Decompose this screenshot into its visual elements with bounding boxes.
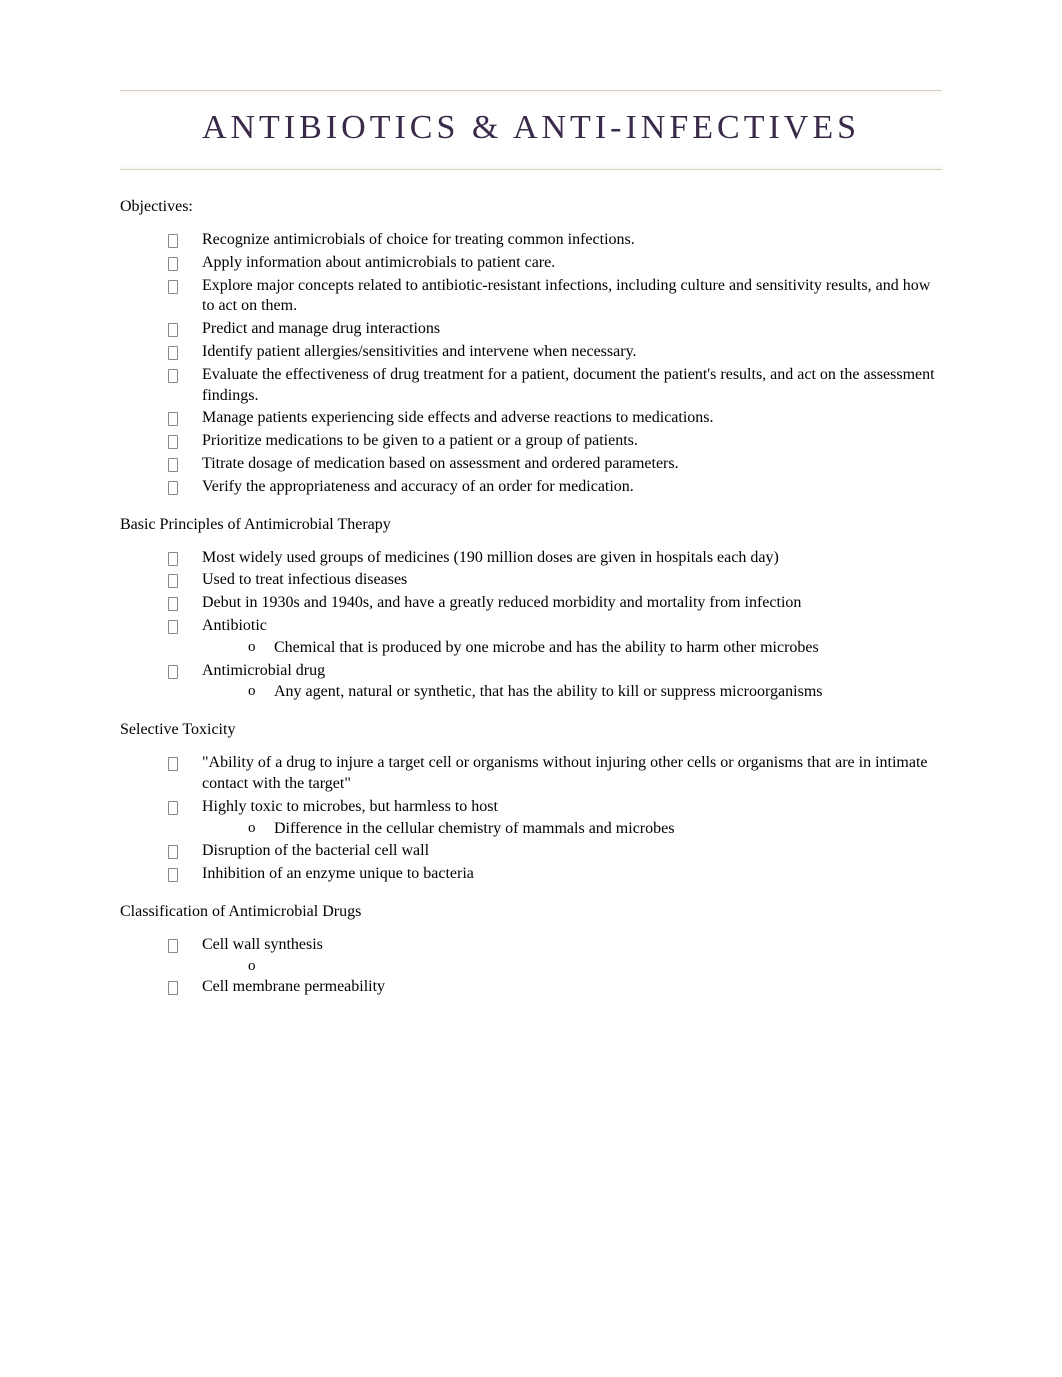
list-item-text: Debut in 1930s and 1940s, and have a gre… (202, 594, 801, 611)
bullet-list: Most widely used groups of medicines (19… (168, 548, 942, 704)
list-item-text: Cell wall synthesis (202, 936, 323, 953)
list-item-text: "Ability of a drug to injure a target ce… (202, 754, 928, 792)
list-item-text: Prioritize medications to be given to a … (202, 432, 638, 449)
sub-list (248, 957, 942, 975)
list-item: Debut in 1930s and 1940s, and have a gre… (168, 593, 942, 614)
list-item: Predict and manage drug interactions (168, 319, 942, 340)
list-item: Antibiotic Chemical that is produced by o… (168, 616, 942, 659)
list-item-text: Recognize antimicrobials of choice for t… (202, 231, 635, 248)
list-item: Antimicrobial drug Any agent, natural or … (168, 661, 942, 704)
document-body: Objectives: Recognize antimicrobials of c… (120, 198, 942, 998)
list-item-text: Explore major concepts related to antibi… (202, 277, 930, 315)
list-item: Used to treat infectious diseases (168, 570, 942, 591)
list-item-text: Disruption of the bacterial cell wall (202, 842, 429, 859)
bullet-list: Cell wall synthesis Cell membrane permeab… (168, 935, 942, 998)
title-banner: ANTIBIOTICS & ANTI-INFECTIVES (120, 90, 942, 170)
list-item: Evaluate the effectiveness of drug treat… (168, 365, 942, 407)
list-item-text: Used to treat infectious diseases (202, 571, 407, 588)
bullet-list: "Ability of a drug to injure a target ce… (168, 753, 942, 885)
list-item-text: Highly toxic to microbes, but harmless t… (202, 798, 498, 815)
list-item: Highly toxic to microbes, but harmless t… (168, 797, 942, 840)
section-heading: Basic Principles of Antimicrobial Therap… (120, 516, 942, 534)
list-item: Explore major concepts related to antibi… (168, 276, 942, 318)
list-item-text: Inhibition of an enzyme unique to bacter… (202, 865, 474, 882)
sub-list-item (248, 957, 942, 975)
list-item-text: Cell membrane permeability (202, 978, 385, 995)
sub-list-item-text: Chemical that is produced by one microbe… (274, 639, 819, 656)
list-item: Prioritize medications to be given to a … (168, 431, 942, 452)
sub-list: Chemical that is produced by one microbe… (248, 638, 942, 659)
list-item-text: Antibiotic (202, 617, 267, 634)
section-heading: Objectives: (120, 198, 942, 216)
list-item-text: Titrate dosage of medication based on as… (202, 455, 679, 472)
section-heading: Classification of Antimicrobial Drugs (120, 903, 942, 921)
sub-list-item: Difference in the cellular chemistry of … (248, 819, 942, 840)
list-item: Recognize antimicrobials of choice for t… (168, 230, 942, 251)
list-item: Titrate dosage of medication based on as… (168, 454, 942, 475)
list-item: Cell wall synthesis (168, 935, 942, 975)
list-item: Inhibition of an enzyme unique to bacter… (168, 864, 942, 885)
bullet-list: Recognize antimicrobials of choice for t… (168, 230, 942, 498)
page-title: ANTIBIOTICS & ANTI-INFECTIVES (120, 109, 942, 147)
list-item-text: Evaluate the effectiveness of drug treat… (202, 366, 935, 404)
list-item-text: Verify the appropriateness and accuracy … (202, 478, 634, 495)
sub-list-item-text: Any agent, natural or synthetic, that ha… (274, 683, 823, 700)
sub-list: Difference in the cellular chemistry of … (248, 819, 942, 840)
list-item: "Ability of a drug to injure a target ce… (168, 753, 942, 795)
list-item: Identify patient allergies/sensitivities… (168, 342, 942, 363)
sub-list-item-text: Difference in the cellular chemistry of … (274, 820, 674, 837)
list-item-text: Identify patient allergies/sensitivities… (202, 343, 637, 360)
sub-list-item: Any agent, natural or synthetic, that ha… (248, 682, 942, 703)
list-item: Disruption of the bacterial cell wall (168, 841, 942, 862)
list-item-text: Most widely used groups of medicines (19… (202, 549, 779, 566)
section-heading: Selective Toxicity (120, 721, 942, 739)
list-item: Manage patients experiencing side effect… (168, 408, 942, 429)
sub-list: Any agent, natural or synthetic, that ha… (248, 682, 942, 703)
list-item-text: Predict and manage drug interactions (202, 320, 440, 337)
list-item-text: Manage patients experiencing side effect… (202, 409, 714, 426)
list-item: Apply information about antimicrobials t… (168, 253, 942, 274)
list-item: Most widely used groups of medicines (19… (168, 548, 942, 569)
list-item: Verify the appropriateness and accuracy … (168, 477, 942, 498)
list-item: Cell membrane permeability (168, 977, 942, 998)
list-item-text: Antimicrobial drug (202, 662, 325, 679)
sub-list-item: Chemical that is produced by one microbe… (248, 638, 942, 659)
list-item-text: Apply information about antimicrobials t… (202, 254, 555, 271)
